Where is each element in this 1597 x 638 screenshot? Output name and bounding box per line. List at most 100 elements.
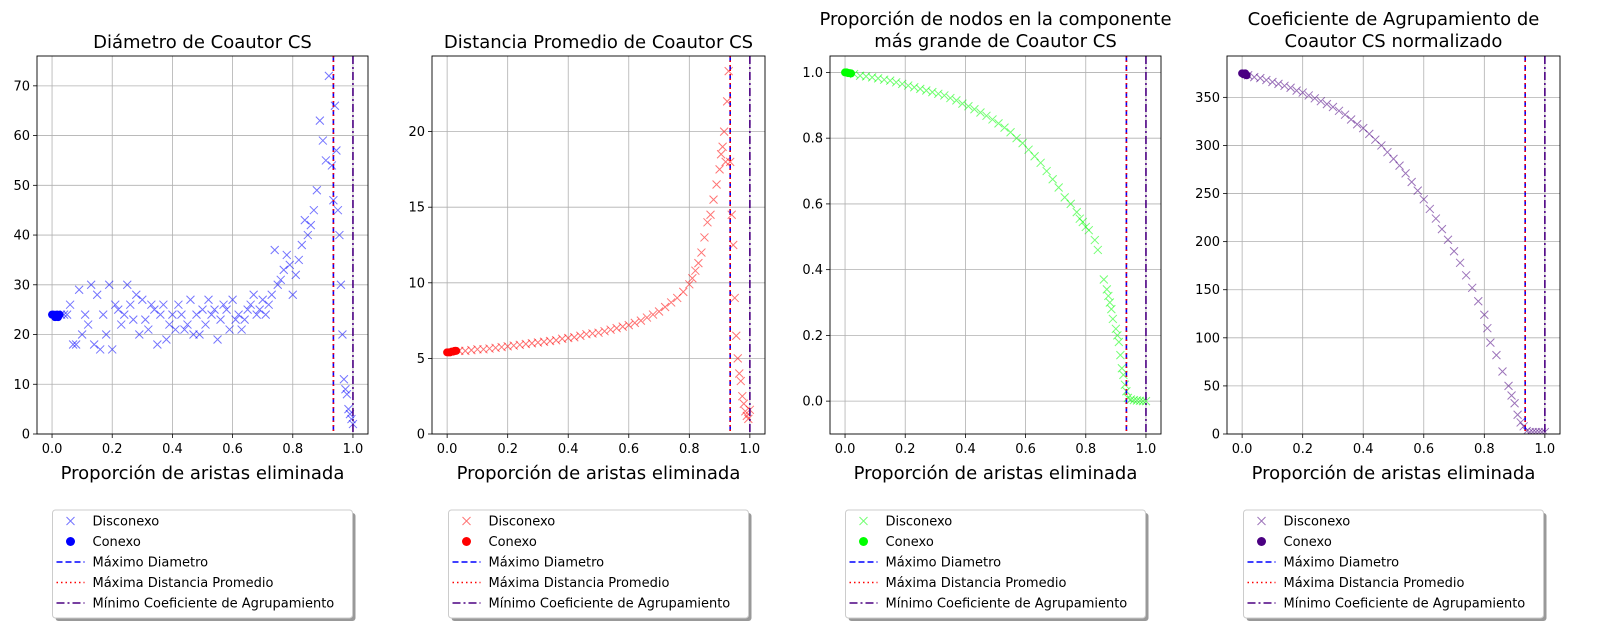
x-tick-label: 0.4 [558,442,579,457]
x-tick-label: 0.8 [282,442,303,457]
disconexo-point [285,260,295,270]
disconexo-point [600,326,609,336]
disconexo-point [168,310,177,319]
disconexo-point [733,354,743,363]
disconexo-point [225,325,234,334]
disconexo-point [276,275,286,285]
disconexo-point [297,240,307,250]
disconexo-point [89,340,99,349]
legend: Disconexo Conexo Máximo Diametro Máxima Dis… [448,509,752,621]
disconexo-point [1243,70,1253,80]
disconexo-point [335,230,344,240]
y-tick-label: 10 [408,276,425,291]
disconexo-point [303,230,313,240]
disconexo-point [204,295,213,305]
disconexo-point [86,280,96,290]
disconexo-point [74,285,84,295]
y-tick-label: 100 [1195,331,1220,346]
disconexo-point [1141,396,1151,406]
disconexo-point [648,310,658,319]
legend-label: Máximo Diametro [489,556,605,571]
disconexo-point [1510,398,1519,408]
disconexo-point [1078,217,1088,227]
disconexo-point [1504,381,1513,391]
disconexo-point [727,210,737,220]
disconexo-point [342,389,352,399]
disconexo-point [724,66,734,76]
legend-label: Disconexo [886,515,953,530]
y-tick-label: 350 [1195,91,1220,106]
disconexo-point [970,104,979,114]
y-tick-label: 0.6 [802,197,823,212]
disconexo-point [116,320,126,329]
disconexo-point [140,315,150,324]
x-axis-label: Proporción de aristas eliminada [854,463,1138,484]
disconexo-point [195,330,204,339]
disconexo-point [551,335,561,345]
disconexo-point [454,346,464,356]
disconexo-point [1117,363,1127,373]
disconexo-point [270,245,280,255]
disconexo-point [1105,298,1115,307]
y-tick-label: 0.2 [802,329,823,344]
disconexo-point [234,310,243,319]
disconexo-point [642,313,652,322]
disconexo-point [1531,427,1541,434]
legend-label: Conexo [1284,535,1332,550]
disconexo-point [1102,285,1112,294]
y-tick-label: 60 [13,129,30,144]
disconexo-point [1268,77,1277,87]
plot-area [443,56,755,434]
chart-title: más grande de Coautor CS [874,31,1117,52]
disconexo-point [321,156,331,165]
legend-label: Máxima Distancia Promedio [886,576,1067,591]
disconexo-point [279,265,289,275]
disconexo-point [1292,86,1301,95]
disconexo-point [1467,283,1477,293]
x-tick-label: 0.8 [679,442,700,457]
x-tick-label: 0.8 [1075,442,1096,457]
disconexo-point [1395,161,1404,171]
disconexo-point [1340,110,1350,120]
legend-box [845,509,1146,619]
disconexo-point [177,310,186,319]
chart-title: Proporción de nodos en la componente [819,9,1171,30]
disconexo-point [65,300,75,310]
disconexo-point [569,332,579,342]
disconexo-point [125,300,135,310]
x-tick-label: 0.4 [162,442,183,457]
disconexo-point [1042,166,1052,176]
axes-frame [36,55,369,435]
disconexo-point [721,157,730,167]
disconexo-point [1513,410,1522,420]
disconexo-point [347,414,356,424]
disconexo-point [312,185,322,195]
y-tick-label: 50 [13,179,30,194]
disconexo-point [1090,235,1100,245]
disconexo-point [1449,246,1459,256]
x-tick-label: 0.4 [1353,442,1374,457]
disconexo-point [1437,224,1447,234]
disconexo-point [213,335,222,344]
disconexo-point [1461,270,1471,280]
disconexo-point [1113,331,1122,340]
disconexo-point [1473,296,1483,306]
disconexo-point [1443,235,1453,245]
disconexo-point [1099,275,1109,284]
conexo-point [55,310,64,319]
disconexo-point [344,404,353,414]
disconexo-point [678,287,688,297]
disconexo-point [336,280,346,290]
disconexo-point [1498,367,1507,376]
disconexo-point [1528,427,1538,434]
legend-label: Máxima Distancia Promedio [1284,576,1465,591]
legend-label: Mínimo Coeficiente de Agrupamiento [886,597,1128,612]
y-tick-label: 30 [13,278,30,293]
disconexo-point [897,79,907,89]
x-tick-label: 0.0 [835,442,856,457]
disconexo-point [110,300,120,310]
subplot-3: Proporción de nodos en la componentemás … [802,9,1172,621]
x-tick-label: 0.6 [618,442,639,457]
disconexo-point [1280,81,1289,91]
